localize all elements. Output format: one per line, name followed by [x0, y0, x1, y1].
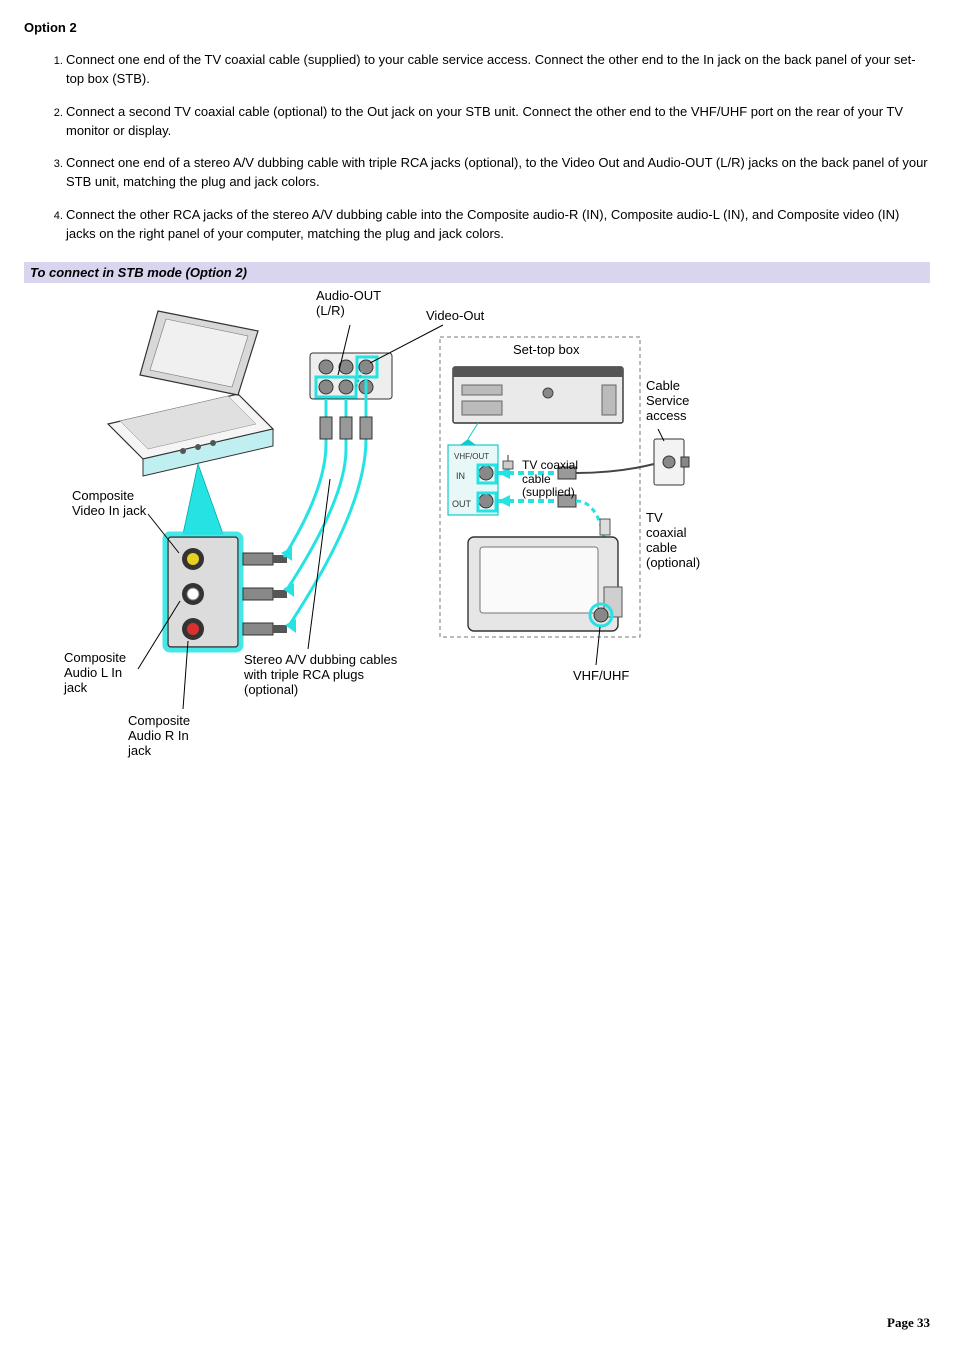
label-comp-video-in: CompositeVideo In jack [72, 489, 146, 519]
svg-text:VHF/OUT: VHF/OUT [454, 452, 489, 461]
label-video-out: Video-Out [426, 309, 484, 324]
label-cable-service: CableServiceaccess [646, 379, 689, 424]
svg-text:OUT: OUT [452, 499, 472, 509]
set-top-box-icon [453, 367, 623, 423]
svg-text:IN: IN [456, 471, 465, 481]
label-stereo-av: Stereo A/V dubbing cableswith triple RCA… [244, 653, 397, 698]
step-item: Connect a second TV coaxial cable (optio… [66, 103, 930, 141]
composite-jack-panel [165, 534, 287, 650]
label-tv-coax-supplied: TV coaxialcable(supplied) [522, 459, 578, 500]
steps-list: Connect one end of the TV coaxial cable … [24, 51, 930, 244]
label-tv-coax-optional: TVcoaxialcable(optional) [646, 511, 700, 571]
stb-inout-block: VHF/OUT IN OUT [448, 445, 498, 515]
step-item: Connect the other RCA jacks of the stere… [66, 206, 930, 244]
tv-monitor-icon [468, 537, 622, 631]
label-audio-out: Audio-OUT(L/R) [316, 289, 381, 319]
wall-plate-icon [654, 439, 689, 485]
diagram-svg: VHF/OUT IN OUT [48, 289, 748, 759]
connection-diagram: Audio-OUT(L/R) Video-Out Set-top box Cab… [48, 289, 748, 759]
diagram-caption: To connect in STB mode (Option 2) [24, 262, 930, 283]
page-number: Page 33 [887, 1315, 930, 1331]
step-item: Connect one end of a stereo A/V dubbing … [66, 154, 930, 192]
label-comp-audio-r: CompositeAudio R Injack [128, 714, 190, 759]
section-heading: Option 2 [24, 20, 930, 35]
rca-cables [284, 379, 372, 627]
diagram-container: Audio-OUT(L/R) Video-Out Set-top box Cab… [48, 289, 748, 759]
laptop-icon [108, 311, 273, 476]
callout-arrow-jacks [183, 464, 223, 534]
stb-rca-block [310, 353, 392, 399]
label-set-top-box: Set-top box [513, 343, 580, 358]
label-comp-audio-l: CompositeAudio L Injack [64, 651, 126, 696]
step-item: Connect one end of the TV coaxial cable … [66, 51, 930, 89]
label-vhf-uhf: VHF/UHF [573, 669, 629, 684]
